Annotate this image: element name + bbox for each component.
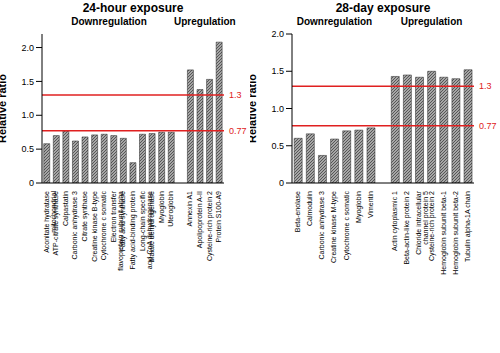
svg-text:Relative ratio: Relative ratio (250, 74, 258, 143)
svg-text:1.3: 1.3 (229, 90, 242, 100)
svg-text:2.0: 2.0 (271, 29, 284, 39)
svg-text:Protein S100-A9: Protein S100-A9 (215, 191, 222, 242)
svg-text:1.0: 1.0 (271, 104, 284, 114)
svg-text:0.77: 0.77 (479, 121, 492, 131)
svg-text:Actin cytoplasmic 1: Actin cytoplasmic 1 (391, 191, 399, 251)
svg-text:Creatine kinase B-type: Creatine kinase B-type (91, 191, 99, 262)
svg-text:1.5: 1.5 (271, 66, 284, 76)
svg-text:Annexin A1: Annexin A1 (186, 191, 193, 227)
svg-text:Beta-actin-like protein 2: Beta-actin-like protein 2 (403, 191, 411, 265)
svg-text:Uteroglobin: Uteroglobin (167, 191, 175, 227)
svg-text:0.77: 0.77 (229, 126, 247, 136)
svg-text:Fatty acid-binding protein: Fatty acid-binding protein (129, 191, 137, 270)
svg-text:1.0: 1.0 (21, 110, 34, 120)
svg-text:Fatty acid synthase: Fatty acid synthase (119, 191, 127, 251)
svg-text:Beta-enolase: Beta-enolase (294, 191, 301, 232)
svg-text:Vimentin: Vimentin (367, 191, 374, 218)
svg-text:0.5: 0.5 (21, 144, 34, 154)
svg-text:2.0: 2.0 (21, 43, 34, 53)
svg-text:Calmodulin: Calmodulin (306, 191, 313, 226)
svg-text:Cytochrome c somatic: Cytochrome c somatic (100, 191, 108, 261)
svg-text:Myoglobin: Myoglobin (158, 191, 166, 223)
svg-text:Creatine kinase M-type: Creatine kinase M-type (330, 191, 338, 263)
svg-text:1.5: 1.5 (21, 77, 34, 87)
svg-text:0: 0 (29, 178, 34, 188)
svg-text:Hemoglobin subunit beta-1: Hemoglobin subunit beta-1 (440, 191, 448, 275)
svg-text:Calpastatin: Calpastatin (62, 191, 70, 226)
svg-text:0: 0 (279, 178, 284, 188)
svg-text:Citrate synthase: Citrate synthase (81, 191, 89, 242)
svg-text:Cytochrome c somatic: Cytochrome c somatic (343, 191, 351, 261)
svg-text:Malate dehydrogenase: Malate dehydrogenase (148, 191, 156, 262)
svg-text:Carbonic anhydrase 3: Carbonic anhydrase 3 (71, 191, 79, 260)
svg-text:0.5: 0.5 (271, 141, 284, 151)
svg-text:Carbonic anhydrase 3: Carbonic anhydrase 3 (318, 191, 326, 260)
svg-text:1.3: 1.3 (479, 81, 492, 91)
svg-text:ATP-citrate synthase: ATP-citrate synthase (52, 191, 60, 256)
svg-text:Myoglobin: Myoglobin (355, 191, 363, 223)
svg-text:Apolipoprotein A-II: Apolipoprotein A-II (196, 191, 204, 248)
svg-text:Tubulin alpha-1A chain: Tubulin alpha-1A chain (464, 191, 472, 262)
svg-text:Cysteine-rich protein 2: Cysteine-rich protein 2 (428, 191, 436, 261)
svg-text:Cysteine-rich protein 2: Cysteine-rich protein 2 (206, 191, 214, 261)
svg-text:Hemoglobin subunit beta-2: Hemoglobin subunit beta-2 (452, 191, 460, 275)
